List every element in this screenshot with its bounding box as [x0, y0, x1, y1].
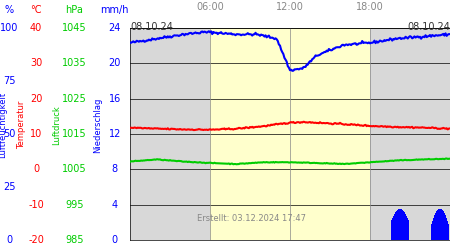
Text: 1045: 1045 — [62, 23, 86, 33]
Text: 12:00: 12:00 — [276, 2, 304, 12]
Bar — [435, 213, 436, 240]
Bar — [394, 214, 395, 240]
Bar — [433, 218, 434, 240]
Text: 25: 25 — [3, 182, 15, 192]
Bar — [392, 218, 393, 240]
Text: 30: 30 — [30, 58, 42, 68]
Bar — [403, 211, 404, 240]
Text: 50: 50 — [3, 129, 15, 139]
Text: Luftfeuchtigkeit: Luftfeuchtigkeit — [0, 92, 7, 158]
Text: Erstellt: 03.12.2024 17:47: Erstellt: 03.12.2024 17:47 — [197, 214, 306, 223]
Bar — [444, 213, 445, 240]
Bar — [391, 220, 392, 240]
Text: 995: 995 — [65, 200, 84, 210]
Text: Temperatur: Temperatur — [17, 101, 26, 149]
Bar — [445, 216, 446, 240]
Text: 20: 20 — [108, 58, 121, 68]
Bar — [443, 212, 444, 240]
Bar — [405, 214, 406, 240]
Text: 0: 0 — [6, 235, 12, 245]
Bar — [398, 209, 400, 240]
Text: 12: 12 — [108, 129, 121, 139]
Bar — [432, 221, 433, 240]
Text: hPa: hPa — [65, 5, 83, 15]
Text: 985: 985 — [65, 235, 84, 245]
Text: 8: 8 — [112, 164, 118, 174]
Text: °C: °C — [30, 5, 42, 15]
Bar — [393, 216, 394, 240]
Text: 10: 10 — [30, 129, 42, 139]
Bar — [437, 210, 438, 240]
Text: 16: 16 — [108, 94, 121, 104]
Text: 1025: 1025 — [62, 94, 86, 104]
Bar — [440, 209, 441, 240]
Text: 06:00: 06:00 — [196, 2, 224, 12]
Bar — [407, 218, 408, 240]
Text: 4: 4 — [112, 200, 118, 210]
Text: 20: 20 — [30, 94, 42, 104]
Text: 1015: 1015 — [62, 129, 86, 139]
Bar — [210, 28, 370, 240]
Bar — [438, 209, 440, 240]
Bar — [448, 224, 450, 240]
Text: -10: -10 — [28, 200, 44, 210]
Bar — [446, 218, 447, 240]
Bar — [402, 210, 403, 240]
Bar — [447, 221, 448, 240]
Bar — [397, 210, 398, 240]
Bar — [395, 212, 396, 240]
Text: 1035: 1035 — [62, 58, 86, 68]
Text: 08.10.24: 08.10.24 — [130, 22, 173, 32]
Text: %: % — [4, 5, 13, 15]
Text: 0: 0 — [33, 164, 39, 174]
Bar — [434, 216, 435, 240]
Text: 100: 100 — [0, 23, 18, 33]
Text: 40: 40 — [30, 23, 42, 33]
Bar — [400, 209, 402, 240]
Bar — [406, 216, 407, 240]
Bar — [441, 210, 443, 240]
Text: 1005: 1005 — [62, 164, 86, 174]
Bar — [404, 212, 405, 240]
Bar — [431, 224, 432, 240]
Text: 18:00: 18:00 — [356, 2, 384, 12]
Text: mm/h: mm/h — [100, 5, 129, 15]
Text: 08.10.24: 08.10.24 — [407, 22, 450, 32]
Bar — [408, 220, 410, 240]
Text: 0: 0 — [112, 235, 118, 245]
Text: 24: 24 — [108, 23, 121, 33]
Text: Luftdruck: Luftdruck — [52, 105, 61, 145]
Bar — [396, 211, 397, 240]
Text: Niederschlag: Niederschlag — [94, 97, 103, 153]
Text: 75: 75 — [3, 76, 15, 86]
Bar — [436, 212, 437, 240]
Text: -20: -20 — [28, 235, 44, 245]
